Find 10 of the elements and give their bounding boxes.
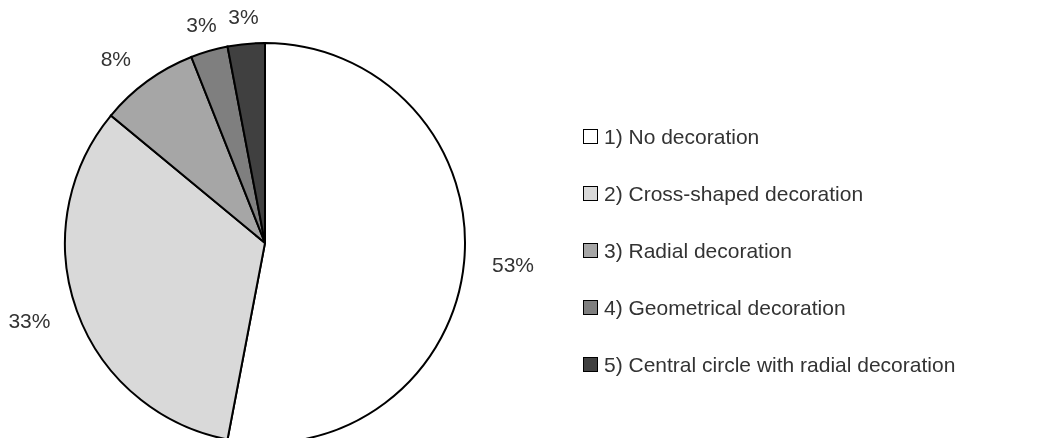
legend-label: 4) Geometrical decoration (604, 295, 846, 320)
data-label: 8% (100, 47, 131, 71)
legend-label: 3) Radial decoration (604, 238, 792, 263)
legend-label: 2) Cross-shaped decoration (604, 181, 864, 206)
data-label: 53% (491, 252, 535, 276)
data-label: 3% (186, 12, 217, 36)
legend-label: 5) Central circle with radial decoration (604, 352, 956, 377)
data-label: 3% (228, 4, 259, 28)
data-label: 33% (8, 308, 51, 332)
legend-label: 1) No decoration (604, 124, 760, 149)
